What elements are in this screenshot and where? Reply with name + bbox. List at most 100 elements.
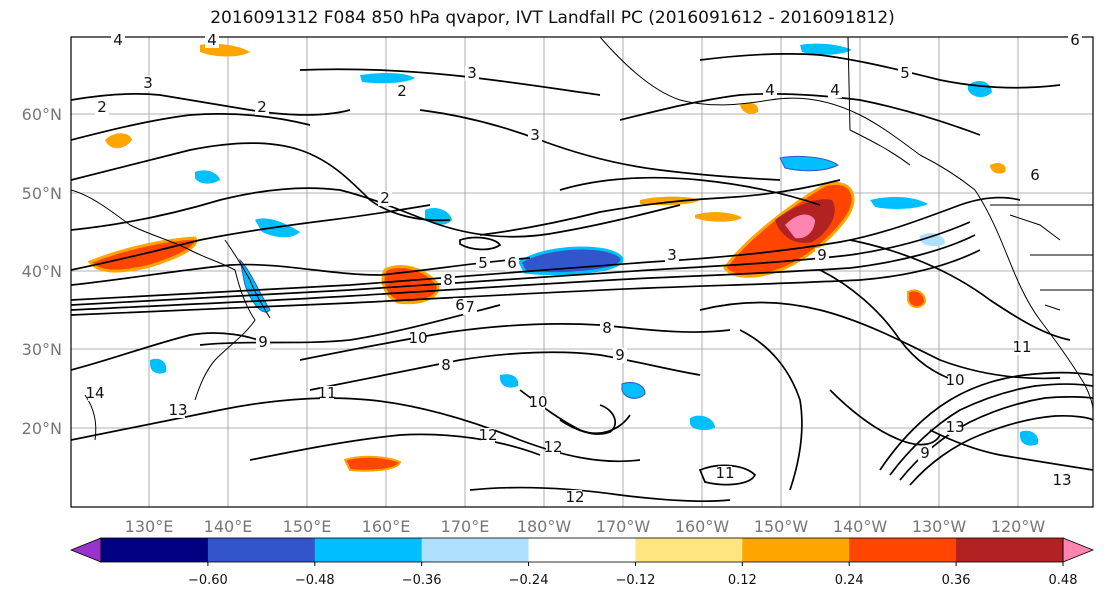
latitude-label: 20°N [22,419,62,438]
latitude-label: 60°N [22,105,62,124]
coastlines [71,37,1093,441]
contour-line [71,92,351,116]
contour-line [71,196,1021,301]
contour-line [71,221,971,306]
contour-line [71,204,431,271]
weak-negative-anomaly-region [920,233,945,247]
colorbar-tick-label: 0.48 [1049,573,1078,588]
colorbar-tick-label: 0.36 [942,573,971,588]
contour-label: 7 [465,298,475,316]
colorbar-tick-label: −0.12 [616,573,656,588]
latitude-labels: 60°N 50°N 40°N 30°N 20°N [22,105,62,438]
longitude-label: 130°E [125,517,174,536]
negative-anomaly-region [621,381,646,399]
contour-label: 5 [478,254,488,272]
peak-positive-anomaly-region [785,214,815,239]
contour-label-bg [828,83,842,98]
positive-anomaly-region [343,455,402,472]
contour-line [459,236,502,251]
longitude-label: 120°W [991,517,1046,536]
contour-line [559,404,617,435]
contour-label-bg [320,386,334,401]
contour-label-bg [256,335,270,350]
contour-label: 12 [478,426,497,444]
contour-line [299,68,601,96]
weak-positive-anomaly-region [695,212,742,222]
contour-label: 4 [207,31,217,49]
contour-label-bg [141,76,155,91]
negative-anomaly-region [870,196,928,209]
contour-label: 2 [257,98,267,116]
contour-label: 5 [900,64,910,82]
contour-line [199,304,501,346]
contour-line [479,179,841,236]
colorbar-segment [101,538,209,562]
north-america-coastline [974,189,1093,411]
contour-label: 12 [543,438,562,456]
contour-line [819,269,961,383]
contour-label-bg [613,348,627,363]
colorbar-tick-label: −0.60 [188,573,228,588]
contour-label-bg [948,420,962,435]
contour-label: 4 [830,81,840,99]
contour-label: 9 [258,333,268,351]
moisture-anomaly-shading [87,43,1039,472]
longitude-labels: 130°E 140°E 150°E 160°E 170°E 180°W 170°W 160°W… [125,517,1046,536]
contour-label-bg [255,100,269,115]
contour-label-bg [453,298,467,313]
map-frame [70,36,1094,508]
longitude-label: 180°W [517,517,572,536]
contour-label-bg [918,446,932,461]
contour-label: 6 [455,296,465,314]
contour-label-bg [411,331,425,346]
contour-label-bg [1068,33,1082,48]
contour-line [559,176,821,206]
contour-label: 12 [565,488,584,506]
colorbar-segment [742,538,850,562]
longitude-label: 150°W [754,517,809,536]
contour-label-bg [1028,168,1042,183]
contour-label-bg [95,100,109,115]
contour-label-bg [568,490,582,505]
colorbar-segment [635,538,743,562]
latitude-label: 40°N [22,262,62,281]
contour-line [929,429,1093,471]
canada-border [847,37,911,166]
map-title: 2016091312 F084 850 hPa qvapor, IVT Land… [210,8,895,28]
contour-line [419,109,781,181]
contour-line [619,92,981,136]
negative-anomaly-region [1020,430,1039,446]
contour-label: 11 [1012,338,1031,356]
contour-label: 8 [441,356,451,374]
contour-label: 11 [715,464,734,482]
contour-line [71,257,531,286]
negative-anomaly-region [500,374,519,388]
contour-label: 10 [408,329,427,347]
contour-label-bg [1015,340,1029,355]
colorbar-segment [314,538,423,562]
negative-anomaly-region [150,358,167,374]
contour-line [909,414,1093,486]
contour-label-bg [763,83,777,98]
contour-label-bg [481,428,495,443]
contour-label-bg [600,321,614,336]
colorbar [69,537,1095,563]
contour-label-bg [546,440,560,455]
contour-label: 11 [317,384,336,402]
contour-label-bg [439,358,453,373]
contour-label: 14 [85,384,104,402]
longitude-label: 140°W [833,517,888,536]
negative-anomaly-region [360,73,415,84]
positive-anomaly-region [907,289,927,308]
colorbar-tick-label: 0.12 [728,573,757,588]
contour-label: 10 [945,371,964,389]
colorbar-tick-label: −0.24 [509,573,549,588]
contour-label: 3 [667,246,677,264]
contour-label: 2 [397,82,407,100]
colorbar-segment [956,538,1064,562]
contour-line [71,249,981,316]
longitude-label: 130°W [912,517,967,536]
contour-label: 2 [97,98,107,116]
